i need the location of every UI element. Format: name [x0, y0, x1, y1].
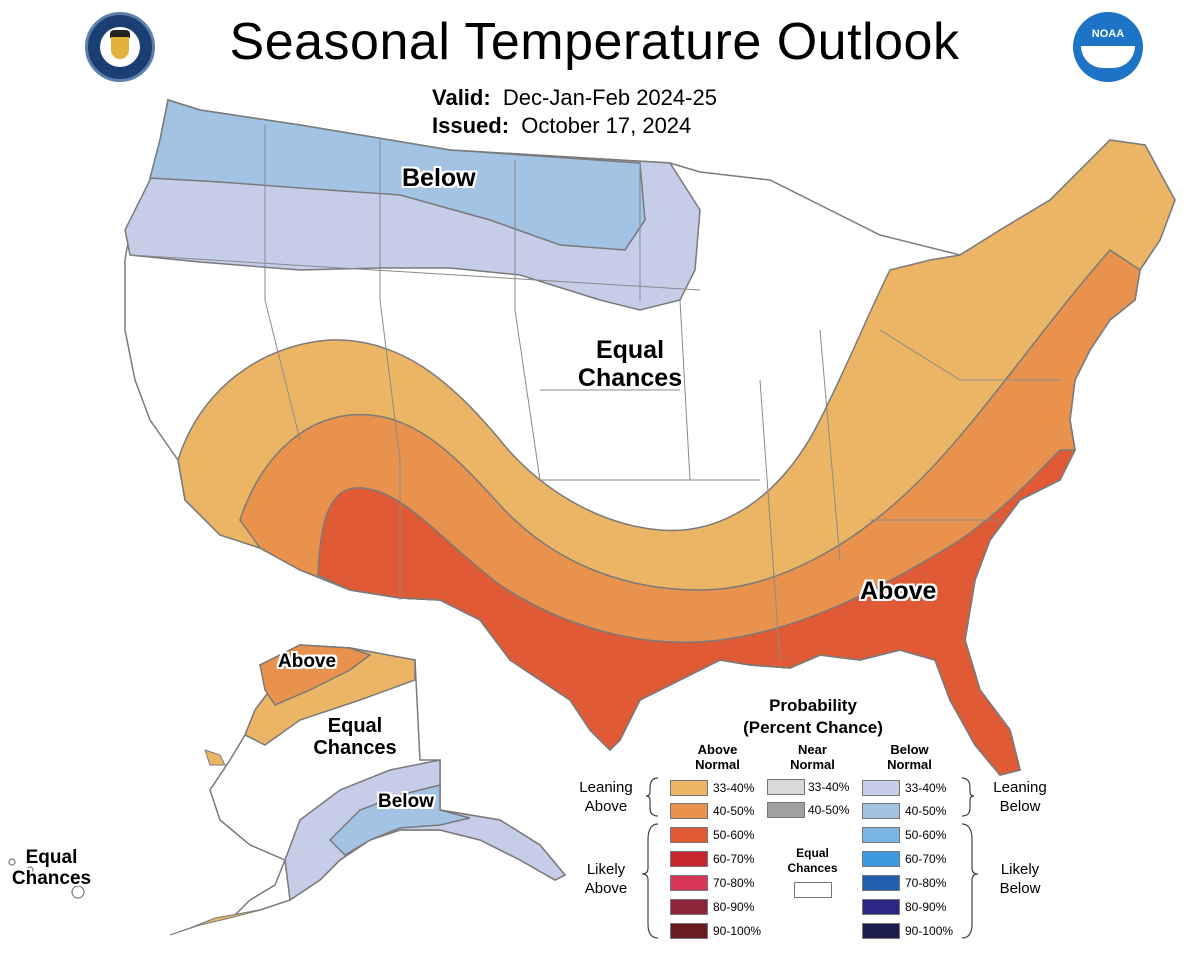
conus-above-label: Above — [860, 577, 937, 605]
issued-label: Issued: — [432, 113, 510, 138]
alaska-below-label: Below — [378, 791, 434, 812]
alaska-above-40-50-region — [259, 644, 372, 706]
alaska-below-40-50-region — [328, 784, 471, 856]
swatch-above-60-70 — [670, 851, 708, 867]
legend-braces — [641, 777, 979, 939]
legend-title: Probability (Percent Chance) — [743, 696, 883, 737]
swatch-label: 60-70% — [713, 852, 755, 866]
legend-col-below: Below Normal — [887, 742, 932, 772]
legend-col-near: Near Normal — [790, 742, 835, 772]
swatch-label: 60-70% — [905, 852, 947, 866]
swatch-label: 80-90% — [905, 900, 947, 914]
swatch-label: 50-60% — [713, 828, 755, 842]
likely-above-label: Likely Above — [584, 861, 628, 897]
swatch-above-80-90 — [670, 899, 708, 915]
issued-date: Issued: October 17, 2024 — [432, 113, 691, 139]
leaning-above-label: Leaning Above — [579, 779, 633, 815]
hawaii-equal-chances-label: Equal Chances — [11, 847, 92, 889]
department-of-commerce-seal-icon — [85, 12, 155, 82]
swatch-below-90-100 — [862, 923, 900, 939]
conus-below-label: Below — [402, 164, 476, 192]
alaska-islands — [169, 749, 261, 936]
swatch-below-70-80 — [862, 875, 900, 891]
swatch-label: 70-80% — [713, 876, 755, 890]
swatch-label: 80-90% — [713, 900, 755, 914]
legend-col-above: Above Normal — [695, 742, 740, 772]
probability-legend: Probability (Percent Chance) Above Norma… — [560, 690, 1060, 940]
likely-below-label: Likely Below — [999, 861, 1041, 897]
swatch-below-60-70 — [862, 851, 900, 867]
conus-above-50-60-region — [317, 449, 1077, 776]
swatch-label: 40-50% — [808, 803, 850, 817]
conus-equal-chances-label: Equal Chances — [577, 336, 683, 392]
swatch-near-33-40 — [767, 779, 805, 795]
swatch-label: 33-40% — [808, 780, 850, 794]
swatch-above-33-40 — [670, 780, 708, 796]
swatch-below-33-40 — [862, 780, 900, 796]
swatch-label: 40-50% — [905, 804, 947, 818]
issued-value: October 17, 2024 — [521, 113, 692, 138]
swatch-label: 70-80% — [905, 876, 947, 890]
valid-label: Valid: — [432, 85, 491, 110]
swatch-label: 90-100% — [905, 924, 954, 938]
conus-below-40-50-region — [149, 99, 646, 251]
swatch-below-50-60 — [862, 827, 900, 843]
swatch-above-40-50 — [670, 803, 708, 819]
valid-period: Valid: Dec-Jan-Feb 2024-25 — [432, 85, 717, 111]
swatch-above-90-100 — [670, 923, 708, 939]
legend-equal-chances-label: Equal Chances — [787, 846, 838, 875]
valid-value: Dec-Jan-Feb 2024-25 — [502, 85, 717, 110]
leaning-below-label: Leaning Below — [993, 779, 1047, 815]
alaska-equal-chances-label: Equal Chances — [313, 715, 397, 759]
swatch-label: 33-40% — [905, 781, 947, 795]
swatch-near-40-50 — [767, 802, 805, 818]
hawaii-islands — [8, 858, 85, 899]
alaska-above-label: Above — [278, 651, 337, 672]
state-boundaries — [129, 125, 1060, 661]
swatch-label: 33-40% — [713, 781, 755, 795]
swatch-above-50-60 — [670, 827, 708, 843]
swatch-below-80-90 — [862, 899, 900, 915]
swatch-label: 40-50% — [713, 804, 755, 818]
swatch-label: 50-60% — [905, 828, 947, 842]
alaska-below-33-40-region — [284, 759, 567, 902]
noaa-logo-icon: NOAA — [1073, 12, 1143, 82]
swatch-equal-chances — [794, 882, 832, 898]
swatch-label: 90-100% — [713, 924, 762, 938]
swatch-below-40-50 — [862, 803, 900, 819]
swatch-above-70-80 — [670, 875, 708, 891]
page-title: Seasonal Temperature Outlook — [229, 13, 960, 71]
